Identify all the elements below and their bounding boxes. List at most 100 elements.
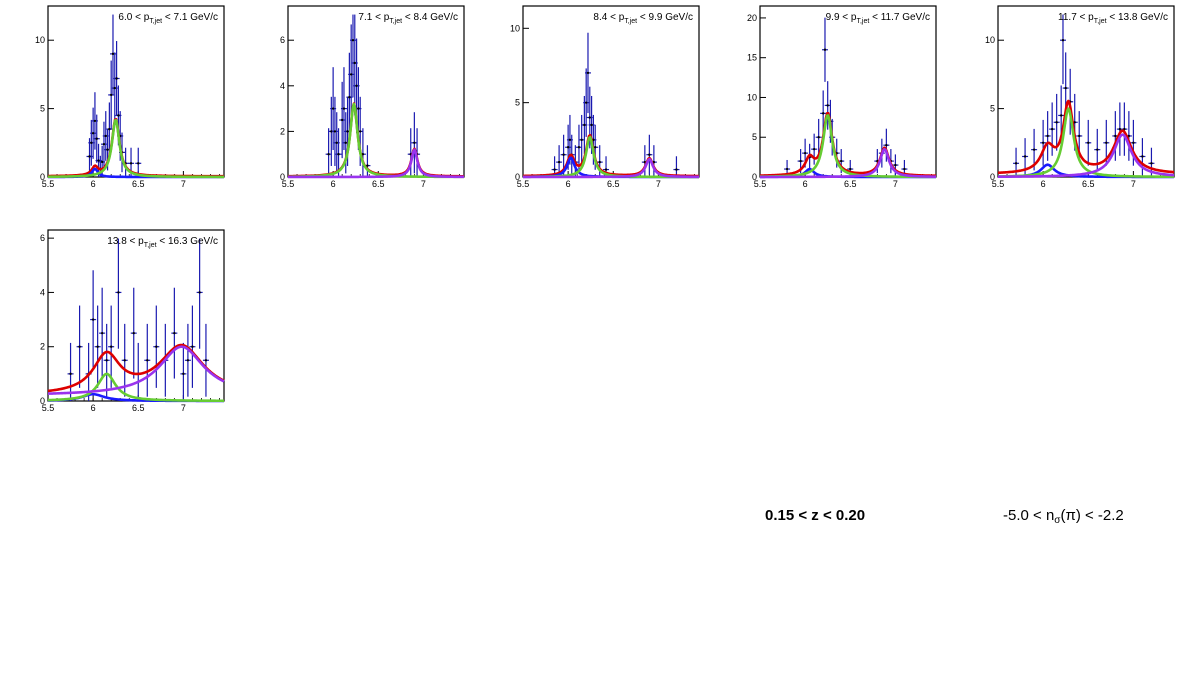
data-point — [588, 116, 591, 119]
data-point — [204, 359, 208, 362]
data-point — [353, 61, 356, 65]
histogram-panel: 5.5 6 6.5 7 0 2 4 6 13.8 < pT,jet < 16.3 GeV/c — [0, 224, 232, 424]
data-point — [590, 123, 593, 127]
x-tick-label: 7 — [893, 179, 898, 189]
data-point — [113, 86, 116, 90]
data-point — [812, 147, 816, 151]
y-tick-label: 0 — [515, 172, 520, 182]
data-point — [849, 167, 852, 171]
z-range-text: 0.15 < z < 0.20 — [765, 507, 866, 524]
title-subscript: T,jet — [149, 18, 162, 25]
fit-curve-kaon — [47, 372, 225, 403]
x-tick-label: 6 — [566, 179, 571, 189]
data-point — [1078, 134, 1081, 138]
y-tick-label: 0 — [40, 396, 45, 406]
x-tick-label: 5.5 — [42, 179, 55, 189]
y-tick-label: 5 — [752, 132, 757, 142]
data-point — [1073, 121, 1076, 124]
data-point — [115, 77, 118, 80]
histogram-svg: 5.5 6 6.5 7 0 2 4 6 13.8 < pT,jet < 16.3 GeV/c — [40, 229, 225, 413]
histogram-svg: 5.5 6 6.5 7 0 2 4 6 7.1 < pT,jet < 8.4 GeV/c — [280, 5, 465, 189]
data-point — [598, 160, 601, 164]
data-point — [88, 155, 91, 158]
title-suffix: < 11.7 GeV/c — [869, 12, 930, 23]
panel-title: 13.8 < pT,jet < 16.3 GeV/c — [107, 236, 218, 249]
data-point — [1118, 127, 1122, 131]
x-tick-label: 7 — [181, 179, 186, 189]
nsigma-sub: σ — [1054, 515, 1061, 526]
data-point — [1046, 134, 1049, 138]
title-suffix: < 9.9 GeV/c — [637, 12, 693, 23]
data-point — [903, 167, 906, 171]
y-tick-label: 0 — [990, 172, 995, 182]
y-tick-label: 6 — [40, 233, 45, 243]
data-point — [109, 345, 113, 348]
title-suffix: < 8.4 GeV/c — [402, 12, 458, 23]
data-point — [817, 136, 820, 139]
y-tick-label: 10 — [510, 23, 520, 33]
nsigma-suffix: (π) < -2.2 — [1060, 507, 1124, 524]
data-point — [330, 130, 333, 133]
data-point — [111, 52, 115, 56]
y-tick-label: 0 — [280, 172, 285, 182]
x-tick-label: 6.5 — [372, 179, 385, 189]
fit-curve-total — [997, 99, 1175, 175]
data-point — [785, 167, 789, 171]
x-tick-label: 5.5 — [517, 179, 530, 189]
data-point — [359, 130, 362, 133]
fit-curve-total — [759, 111, 937, 178]
data-point — [102, 142, 106, 146]
x-tick-label: 6.5 — [844, 179, 857, 189]
y-tick-label: 5 — [990, 104, 995, 114]
x-tick-label: 6 — [91, 403, 96, 413]
data-point — [137, 162, 140, 165]
data-point — [580, 138, 583, 142]
data-point — [1105, 141, 1108, 144]
data-point — [821, 112, 825, 115]
title-suffix: < 13.8 GeV/c — [1107, 12, 1168, 23]
data-point — [182, 372, 185, 376]
data-point — [894, 163, 897, 167]
data-point — [108, 127, 111, 131]
plot-frame — [47, 229, 225, 402]
data-point — [562, 153, 565, 156]
data-point — [361, 153, 365, 156]
title-subscript: T,jet — [1094, 18, 1107, 25]
data-point — [351, 39, 355, 42]
x-tick-label: 6.5 — [132, 179, 145, 189]
data-point — [327, 153, 330, 156]
data-point — [675, 168, 678, 171]
panel-title: 6.0 < pT,jet < 7.1 GeV/c — [118, 12, 218, 25]
y-tick-label: 20 — [747, 13, 757, 23]
data-point — [348, 96, 351, 99]
title-suffix: < 16.3 GeV/c — [157, 236, 218, 247]
data-point — [95, 137, 98, 140]
data-point — [333, 130, 337, 133]
data-point — [803, 151, 807, 155]
title-prefix: 11.7 < p — [1058, 12, 1094, 23]
data-point — [97, 159, 100, 162]
data-point — [337, 153, 340, 156]
title-subscript: T,jet — [389, 18, 402, 25]
title-prefix: 8.4 < p — [593, 12, 624, 23]
fit-curve-proton — [759, 147, 937, 179]
data-point — [1127, 134, 1131, 138]
data-point — [1023, 155, 1027, 158]
data-point — [104, 134, 107, 138]
data-point — [1041, 141, 1045, 144]
data-point — [117, 291, 120, 294]
data-point — [173, 331, 176, 335]
fit-curve-proton — [522, 157, 700, 179]
data-point — [604, 168, 608, 171]
data-point — [198, 291, 201, 294]
data-point — [93, 119, 97, 123]
y-tick-label: 15 — [747, 53, 757, 63]
x-tick-label: 7 — [421, 179, 426, 189]
x-tick-label: 6 — [803, 179, 808, 189]
z-range-caption: 0.15 < z < 0.20 — [765, 507, 865, 524]
data-point — [117, 114, 120, 117]
fit-curve-proton — [47, 345, 225, 395]
data-point — [340, 118, 344, 122]
y-tick-label: 6 — [280, 35, 285, 45]
y-tick-label: 10 — [985, 35, 995, 45]
